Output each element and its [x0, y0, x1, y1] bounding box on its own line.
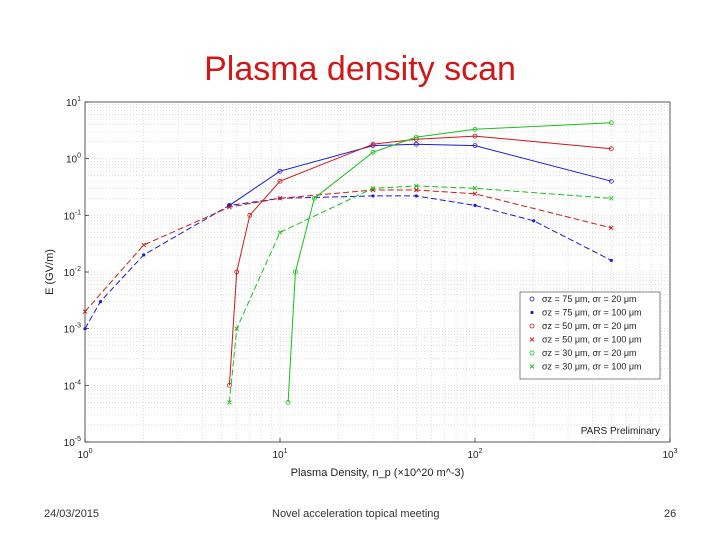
data-point — [234, 269, 240, 275]
x-axis-label: Plasma Density, n_p (×10^20 m^-3) — [291, 467, 465, 479]
data-point — [608, 195, 614, 201]
annotation-preliminary: PARS Preliminary — [581, 426, 660, 437]
data-point — [141, 242, 147, 248]
x-tick-label: 102 — [467, 448, 482, 461]
series-line — [84, 189, 612, 312]
y-tick-label: 10-2 — [64, 266, 81, 279]
legend-label: σz = 50 μm, σr = 100 μm — [542, 335, 642, 345]
data-point — [608, 146, 614, 152]
data-point — [82, 309, 88, 314]
legend-label: σz = 50 μm, σr = 20 μm — [542, 321, 637, 331]
legend-marker — [529, 337, 535, 342]
data-point — [370, 185, 376, 191]
legend-box — [519, 291, 661, 380]
series-line — [287, 122, 612, 403]
data-point — [472, 126, 478, 132]
data-point — [277, 178, 283, 184]
data-point — [532, 219, 536, 223]
series-2 — [83, 194, 613, 331]
footer-meeting: Novel acceleration topical meeting — [272, 508, 440, 520]
y-tick-label: 10-5 — [64, 436, 81, 449]
y-axis-label: E (GV/m) — [44, 249, 56, 295]
data-point — [370, 143, 376, 149]
plasma-density-chart: 100 101 102 103 10-5 10-4 10-3 10-2 10-1 100 101 Pl… — [44, 96, 678, 479]
data-point — [370, 141, 376, 147]
data-point — [234, 326, 240, 331]
data-point — [608, 225, 614, 231]
data-point — [413, 134, 419, 140]
series-line — [84, 195, 612, 329]
series-4 — [82, 187, 614, 314]
y-tick-label: 10-1 — [64, 209, 81, 222]
series-5 — [285, 120, 614, 405]
data-point — [413, 183, 419, 189]
data-point — [609, 258, 613, 263]
data-point — [227, 204, 232, 210]
data-point — [608, 178, 614, 184]
plot-area — [85, 102, 670, 442]
x-tick-label: 103 — [662, 448, 677, 461]
y-tick-label: 10-4 — [64, 379, 81, 392]
legend-label: σz = 30 μm, σr = 20 μm — [542, 348, 637, 358]
data-point — [142, 253, 146, 257]
slide-title: Plasma density scan — [204, 50, 516, 88]
legend-marker — [530, 310, 534, 315]
data-point — [277, 195, 283, 201]
data-point — [473, 203, 477, 207]
data-point — [472, 143, 478, 149]
y-tick-label: 101 — [66, 96, 81, 109]
legend-label: σz = 75 μm, σr = 20 μm — [542, 294, 637, 304]
y-tick-label: 10-3 — [64, 323, 81, 336]
data-point — [472, 191, 478, 197]
data-point — [413, 141, 419, 147]
data-point — [311, 195, 317, 201]
legend-marker — [529, 323, 535, 329]
legend-marker — [529, 364, 535, 369]
data-point — [227, 400, 232, 405]
legend-marker — [529, 350, 535, 356]
data-point — [285, 399, 291, 405]
data-point — [277, 230, 283, 235]
legend-label: σz = 75 μm, σr = 100 μm — [542, 308, 642, 318]
x-tick-label: 101 — [272, 448, 287, 461]
series-6 — [227, 183, 614, 405]
data-point — [370, 149, 376, 155]
data-point — [472, 185, 478, 191]
legend-marker — [529, 296, 535, 302]
x-tick-label: 100 — [77, 448, 92, 461]
footer-date: 24/03/2015 — [44, 508, 100, 520]
data-point — [608, 120, 614, 126]
data-point — [247, 212, 253, 218]
y-tick-label: 100 — [66, 153, 81, 166]
page-number: 26 — [664, 508, 677, 520]
series-line — [228, 135, 612, 386]
data-point — [413, 187, 419, 193]
data-point — [472, 133, 478, 139]
data-point — [414, 194, 418, 198]
data-point — [226, 382, 232, 388]
data-point — [371, 194, 375, 198]
data-point — [293, 269, 298, 275]
data-point — [277, 168, 283, 174]
legend: σz = 75 μm, σr = 20 μm σz = 75 μm, σr = 1… — [519, 291, 661, 380]
data-point — [98, 300, 103, 304]
data-point — [83, 327, 87, 331]
legend-label: σz = 30 μm, σr = 100 μm — [542, 362, 642, 372]
